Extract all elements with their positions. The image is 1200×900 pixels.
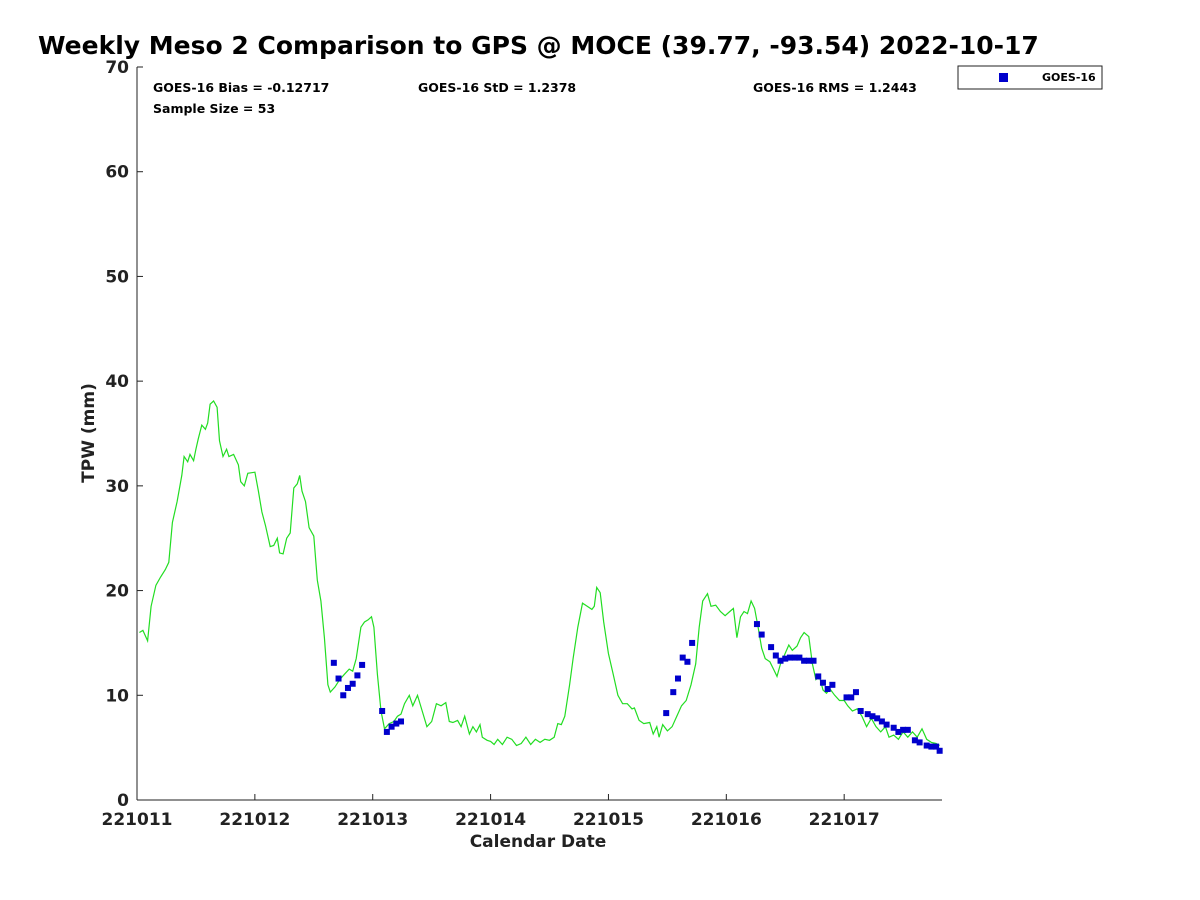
x-tick-label: 221013	[337, 810, 408, 830]
goes16-point	[852, 689, 859, 696]
goes16-point	[786, 654, 793, 661]
x-tick-label: 221014	[455, 810, 526, 830]
goes16-point	[777, 657, 784, 664]
std-stat: GOES-16 StD = 1.2378	[418, 80, 576, 95]
goes16-point	[344, 684, 351, 691]
goes16-point	[916, 739, 923, 746]
goes16-point	[393, 720, 400, 727]
x-tick-label: 221011	[102, 810, 173, 830]
goes16-point	[815, 673, 822, 680]
rms-stat: GOES-16 RMS = 1.2443	[753, 80, 917, 95]
goes16-point	[359, 661, 366, 668]
series-layer	[139, 400, 943, 754]
goes16-point	[878, 718, 885, 725]
y-axis-label: TPW (mm)	[79, 383, 99, 483]
goes16-point	[911, 737, 918, 744]
x-axis-label: Calendar Date	[470, 832, 607, 852]
y-tick-label: 30	[105, 477, 129, 497]
goes16-point	[768, 644, 775, 651]
goes16-point	[805, 657, 812, 664]
legend-box	[957, 65, 1103, 90]
goes16-point	[684, 658, 691, 665]
gps-series-line	[139, 400, 940, 747]
goes16-point	[904, 726, 911, 733]
goes16-point	[398, 718, 405, 725]
goes16-point	[883, 721, 890, 728]
x-tick-label: 221017	[809, 810, 880, 830]
x-tick-label: 221016	[691, 810, 762, 830]
y-tick-label: 10	[105, 686, 129, 706]
chart-title: Weekly Meso 2 Comparison to GPS @ MOCE (…	[38, 31, 1039, 60]
y-tick-label: 60	[105, 163, 129, 183]
goes16-point	[354, 672, 361, 679]
goes16-point	[791, 654, 798, 661]
goes16-point	[772, 652, 779, 659]
legend-label-goes16: GOES-16	[1042, 71, 1096, 84]
goes16-point	[869, 713, 876, 720]
legend-marker-goes16	[999, 73, 1008, 82]
goes16-point	[900, 726, 907, 733]
goes16-point	[819, 679, 826, 686]
goes16-point	[857, 707, 864, 714]
goes16-point	[379, 707, 386, 714]
legend: GOES-16	[957, 65, 1103, 90]
goes16-point	[895, 728, 902, 735]
goes16-point	[848, 694, 855, 701]
goes16-point	[874, 715, 881, 722]
goes16-point	[335, 675, 342, 682]
plot-frame	[137, 67, 942, 800]
x-tick-label: 221012	[219, 810, 290, 830]
goes16-point	[928, 743, 935, 750]
y-ticks: 0 10 20 30 40 50 60 70	[105, 58, 143, 811]
y-tick-label: 70	[105, 58, 129, 78]
goes16-point	[753, 621, 760, 628]
goes16-point	[689, 639, 696, 646]
y-tick-label: 20	[105, 582, 129, 602]
goes16-point	[674, 675, 681, 682]
goes16-point	[936, 747, 943, 754]
goes16-point	[933, 743, 940, 750]
goes16-point	[810, 657, 817, 664]
goes16-point	[843, 694, 850, 701]
goes16-point	[388, 723, 395, 730]
y-tick-label: 50	[105, 267, 129, 287]
goes16-point	[782, 655, 789, 662]
goes16-point	[340, 692, 347, 699]
goes16-point	[890, 724, 897, 731]
goes16-point	[679, 654, 686, 661]
goes16-point	[383, 728, 390, 735]
goes16-point	[829, 681, 836, 688]
goes16-point	[864, 711, 871, 718]
goes16-point	[801, 657, 808, 664]
goes16-point	[349, 680, 356, 687]
y-tick-label: 0	[117, 791, 129, 811]
goes16-point	[796, 654, 803, 661]
goes16-point	[663, 710, 670, 717]
x-tick-label: 221015	[573, 810, 644, 830]
x-ticks: 221011 221012 221013 221014 221015 221016 2210…	[102, 794, 880, 830]
goes16-point	[758, 631, 765, 638]
goes16-point	[670, 689, 677, 696]
sample-size-stat: Sample Size = 53	[153, 101, 275, 116]
y-tick-label: 40	[105, 372, 129, 392]
goes16-point	[824, 686, 831, 693]
bias-stat: GOES-16 Bias = -0.12717	[153, 80, 329, 95]
goes16-point	[923, 742, 930, 749]
goes16-point	[330, 659, 337, 666]
